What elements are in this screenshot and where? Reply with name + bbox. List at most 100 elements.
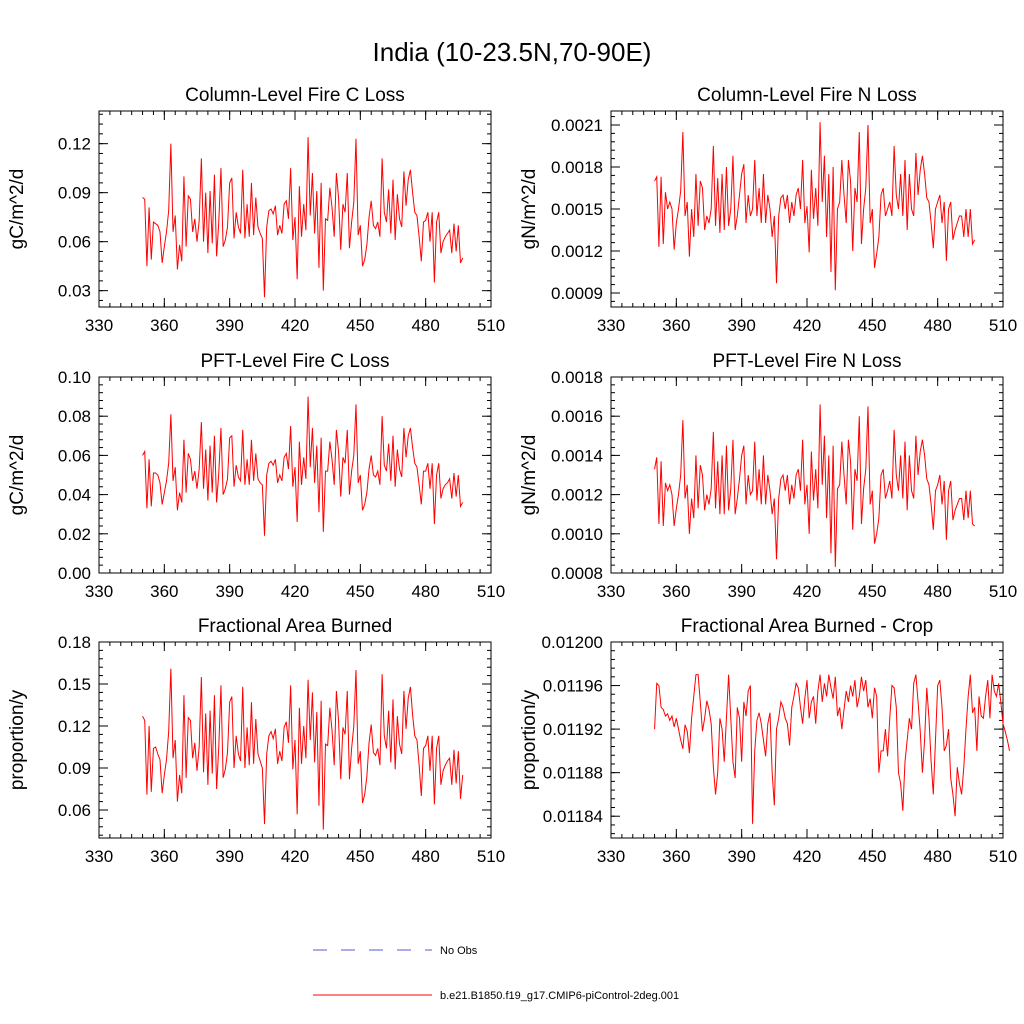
y-tick-label: 0.0018: [551, 158, 603, 177]
y-axis-label: gN/m^2/d: [519, 435, 540, 516]
x-tick-label: 450: [346, 316, 374, 335]
x-tick-label: 330: [85, 847, 113, 866]
y-tick-label: 0.10: [58, 368, 91, 387]
x-tick-label: 360: [150, 316, 178, 335]
y-tick-label: 0.0010: [551, 525, 603, 544]
y-tick-label: 0.0018: [551, 368, 603, 387]
x-tick-label: 390: [727, 582, 755, 601]
x-tick-label: 510: [989, 582, 1017, 601]
x-tick-label: 420: [793, 582, 821, 601]
x-tick-label: 480: [923, 847, 951, 866]
x-tick-label: 360: [662, 847, 690, 866]
x-tick-label: 450: [346, 582, 374, 601]
y-axis-label: gC/m^2/d: [7, 169, 28, 250]
legend-label-model: b.e21.B1850.f19_g17.CMIP6-piControl-2deg…: [440, 990, 679, 1002]
x-tick-label: 330: [597, 847, 625, 866]
x-tick-label: 510: [477, 847, 505, 866]
series-line-1: [142, 396, 464, 536]
x-tick-label: 390: [215, 582, 243, 601]
x-tick-label: 360: [150, 582, 178, 601]
panel-3: PFT-Level Fire C Loss 330 360 390 420 450 480 5…: [7, 351, 505, 601]
y-tick-label: 0.0016: [551, 407, 603, 426]
y-tick-label: 0.0014: [551, 446, 603, 465]
panel-title: PFT-Level Fire C Loss: [201, 351, 390, 372]
x-tick-label: 510: [989, 316, 1017, 335]
y-axis-label: proportion/y: [7, 689, 28, 790]
legend: No Obs b.e21.B1850.f19_g17.CMIP6-piContr…: [313, 945, 679, 1002]
x-tick-label: 480: [923, 316, 951, 335]
x-tick-label: 420: [793, 847, 821, 866]
y-tick-label: 0.01192: [543, 720, 603, 739]
y-tick-label: 0.15: [58, 675, 91, 694]
plot-frame: [610, 376, 1004, 574]
y-tick-label: 0.06: [58, 801, 91, 820]
x-tick-label: 390: [727, 316, 755, 335]
x-tick-label: 480: [411, 316, 439, 335]
panel-1: Column-Level Fire C Loss 330 360 390 420 450 4…: [7, 85, 505, 335]
x-tick-label: 480: [923, 582, 951, 601]
x-tick-label: 480: [411, 582, 439, 601]
y-tick-label: 0.01184: [543, 807, 603, 826]
panel-2: Column-Level Fire N Loss 330 360 390 420 450 4…: [519, 85, 1017, 335]
y-axis-label: gC/m^2/d: [7, 435, 28, 516]
x-tick-label: 420: [793, 316, 821, 335]
x-tick-label: 360: [150, 847, 178, 866]
figure-title: India (10-23.5N,70-90E): [373, 37, 652, 67]
series-line-1: [654, 122, 976, 291]
panel-title: Fractional Area Burned - Crop: [681, 616, 933, 637]
y-tick-label: 0.12: [58, 717, 91, 736]
panel-4: PFT-Level Fire N Loss 330 360 390 420 450 480 5…: [519, 351, 1017, 601]
y-tick-label: 0.06: [58, 446, 91, 465]
panel-title: PFT-Level Fire N Loss: [713, 351, 902, 372]
y-tick-label: 0.0021: [551, 116, 603, 135]
y-tick-label: 0.09: [58, 759, 91, 778]
legend-label-no-obs: No Obs: [440, 945, 478, 957]
y-tick-label: 0.0015: [551, 200, 603, 219]
x-tick-label: 420: [281, 847, 309, 866]
panels: Column-Level Fire C Loss 330 360 390 420 450 4…: [7, 85, 1017, 866]
x-tick-label: 450: [346, 847, 374, 866]
y-axis-label: proportion/y: [519, 689, 540, 790]
y-tick-label: 0.01196: [543, 677, 603, 696]
x-tick-label: 390: [215, 847, 243, 866]
x-tick-label: 420: [281, 582, 309, 601]
panel-title: Column-Level Fire C Loss: [185, 85, 405, 106]
x-tick-label: 450: [858, 316, 886, 335]
panel-5: Fractional Area Burned 330 360 390 420 450 480…: [7, 616, 505, 866]
x-tick-label: 510: [477, 316, 505, 335]
y-tick-label: 0.04: [58, 486, 91, 505]
y-tick-label: 0.0012: [551, 486, 603, 505]
x-tick-label: 450: [858, 582, 886, 601]
y-tick-label: 0.09: [58, 184, 91, 203]
x-tick-label: 480: [411, 847, 439, 866]
y-tick-label: 0.12: [58, 135, 91, 154]
y-tick-label: 0.18: [58, 633, 91, 652]
x-tick-label: 360: [662, 316, 690, 335]
series-line-1: [654, 674, 1011, 824]
y-axis-label: gN/m^2/d: [519, 169, 540, 250]
y-tick-label: 0.0009: [551, 284, 603, 303]
x-tick-label: 420: [281, 316, 309, 335]
y-tick-label: 0.03: [58, 282, 91, 301]
x-tick-label: 330: [85, 582, 113, 601]
x-tick-label: 330: [85, 316, 113, 335]
x-tick-label: 390: [215, 316, 243, 335]
panel-title: Column-Level Fire N Loss: [697, 85, 917, 106]
plot-frame: [98, 110, 492, 308]
y-tick-label: 0.06: [58, 233, 91, 252]
x-tick-label: 360: [662, 582, 690, 601]
y-tick-label: 0.01200: [542, 633, 603, 652]
series-line-1: [654, 404, 976, 568]
y-tick-label: 0.00: [58, 564, 91, 583]
x-tick-label: 450: [858, 847, 886, 866]
series-line-1: [142, 137, 464, 298]
y-tick-label: 0.0008: [551, 564, 603, 583]
y-tick-label: 0.02: [58, 525, 91, 544]
panel-6: Fractional Area Burned - Crop 330 360 390 42…: [519, 616, 1017, 866]
x-tick-label: 330: [597, 316, 625, 335]
x-tick-label: 390: [727, 847, 755, 866]
x-tick-label: 330: [597, 582, 625, 601]
y-tick-label: 0.0012: [551, 242, 603, 261]
y-tick-label: 0.08: [58, 407, 91, 426]
